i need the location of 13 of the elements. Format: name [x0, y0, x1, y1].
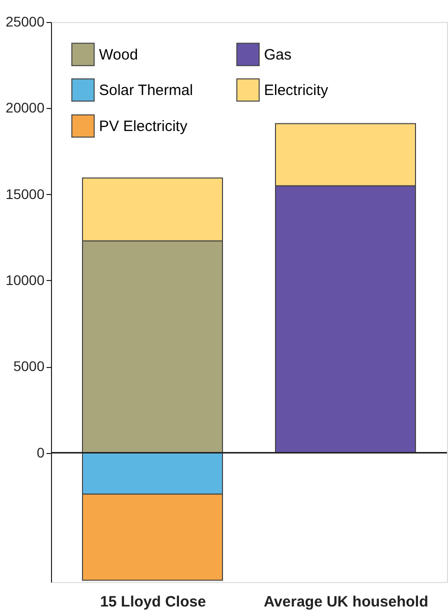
y-tick-label: 10000	[6, 272, 45, 288]
x-tick-label: 15 Lloyd Close	[100, 594, 206, 610]
y-tick-label: 5000	[13, 358, 45, 374]
legend-label: Solar Thermal	[99, 82, 193, 99]
y-tick-label: 25000	[6, 14, 45, 30]
legend-label: Electricity	[264, 82, 329, 99]
x-tick-label: Average UK household	[264, 594, 428, 610]
y-tick-label: 0	[36, 444, 45, 460]
legend-label: Wood	[99, 46, 138, 64]
y-tick-label: 15000	[6, 186, 45, 202]
legend-label: PV Electricity	[99, 118, 188, 135]
y-tick-label: 20000	[6, 100, 45, 116]
legend-label: Gas	[264, 46, 292, 64]
